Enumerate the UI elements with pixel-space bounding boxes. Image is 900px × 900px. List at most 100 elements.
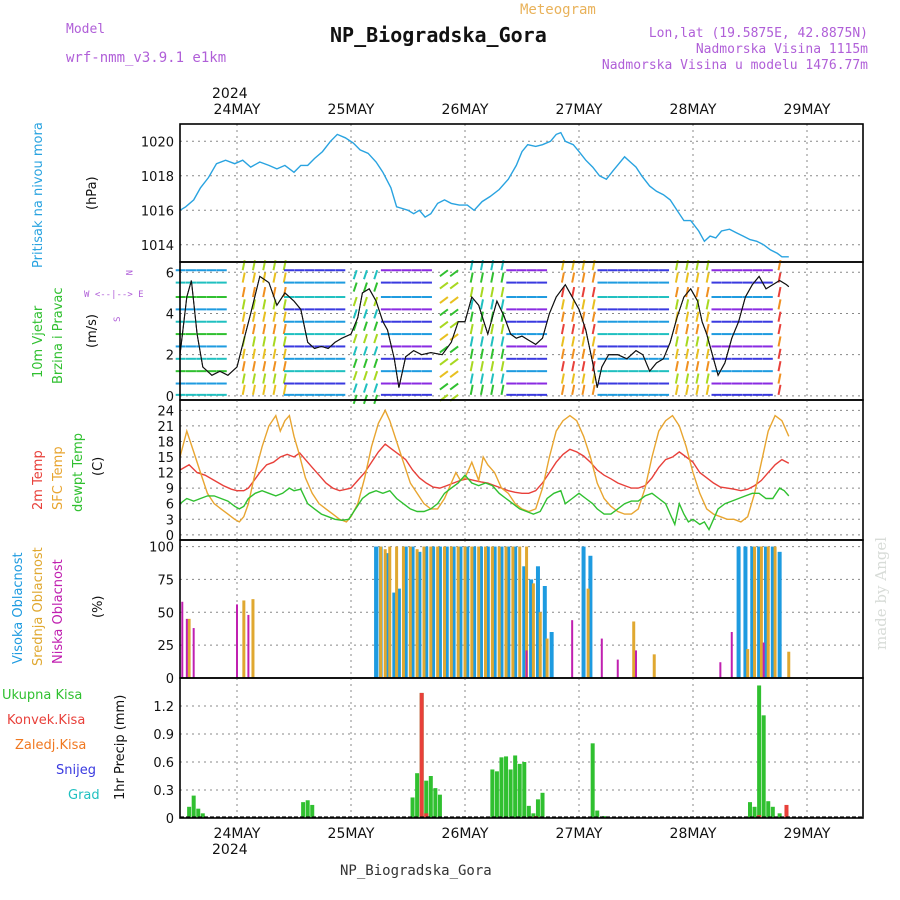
model-elevation-text: Nadmorska Visina u modelu 1476.77m xyxy=(602,58,868,73)
watermark: made by Angel xyxy=(872,537,890,650)
wind-arrow xyxy=(469,311,474,322)
year-label-top: 2024 xyxy=(212,86,248,102)
wind-arrow xyxy=(469,336,474,347)
bar-srednja-oblacnost xyxy=(504,546,508,678)
wind-arrow xyxy=(777,336,782,347)
wind-arrow xyxy=(262,286,267,298)
wind-arrow xyxy=(591,373,596,384)
wind-arrow xyxy=(373,309,379,319)
bar-srednja-oblacnost xyxy=(484,546,488,678)
wind-arrow xyxy=(571,348,576,360)
wind-arrow xyxy=(571,286,576,298)
bar-ukupna-kisa xyxy=(595,810,600,818)
wind-arrow xyxy=(352,296,358,307)
wind-arrow xyxy=(262,348,267,360)
wind-arrow xyxy=(500,299,505,310)
wind-arrow xyxy=(685,360,690,372)
wind-arrow xyxy=(241,299,246,310)
wind-arrow xyxy=(560,311,565,322)
bar-niska-oblacnost xyxy=(719,662,722,678)
wind-arrow xyxy=(352,269,358,280)
bar-visoka-oblacnost xyxy=(535,566,540,678)
pressure-unit: (hPa) xyxy=(85,176,100,210)
wind-arrow xyxy=(241,323,246,335)
cloud-axis-title-mid: Srednja Oblacnost xyxy=(31,547,46,666)
bar-niska-oblacnost xyxy=(247,614,250,678)
bar-srednja-oblacnost xyxy=(773,546,777,678)
legend-hail: Grad xyxy=(68,788,100,803)
wind-arrow xyxy=(777,360,782,372)
wind-arrow xyxy=(777,373,782,384)
wind-arrow xyxy=(500,336,505,347)
wind-arrow xyxy=(685,323,690,335)
x-tick-label-top: 27MAY xyxy=(556,102,603,118)
wind-arrow xyxy=(674,323,679,335)
compass-north: N xyxy=(123,270,133,275)
wind-arrow xyxy=(695,336,700,347)
cloud-axis-title-high: Visoka Oblacnost xyxy=(11,552,26,664)
wind-arrow xyxy=(571,384,576,396)
wind-arrow xyxy=(695,286,700,298)
y-tick-label: 1020 xyxy=(141,135,174,150)
bar-srednja-oblacnost xyxy=(652,654,656,678)
wind-arrow xyxy=(490,373,495,384)
wind-arrow xyxy=(282,360,287,372)
wind-arrow xyxy=(272,348,277,360)
temp-axis-title-dewpt: dewpt Temp xyxy=(71,433,86,512)
bar-srednja-oblacnost xyxy=(753,546,757,678)
wind-arrow xyxy=(262,299,267,310)
bar-srednja-oblacnost xyxy=(766,546,770,678)
y-tick-label: 18 xyxy=(157,435,174,450)
wind-arrow xyxy=(241,348,246,360)
wind-arrow xyxy=(439,320,449,329)
wind-arrow xyxy=(363,333,368,344)
y-tick-label: 1016 xyxy=(141,204,174,219)
wind-arrow xyxy=(479,272,484,283)
y-tick-label: 6 xyxy=(166,266,174,281)
bar-srednja-oblacnost xyxy=(187,618,191,678)
bar-visoka-oblacnost xyxy=(417,551,422,678)
wind-arrow xyxy=(363,358,368,369)
bar-visoka-oblacnost xyxy=(549,632,554,678)
wind-arrow xyxy=(469,384,474,396)
bar-konvek-kisa xyxy=(419,692,424,818)
bar-ukupna-kisa xyxy=(757,685,762,818)
wind-arrow xyxy=(581,286,586,298)
wind-arrow xyxy=(439,296,449,304)
bar-ukupna-kisa xyxy=(540,792,545,818)
bar-srednja-oblacnost xyxy=(401,546,405,678)
bar-visoka-oblacnost xyxy=(499,546,504,678)
wind-arrow xyxy=(705,272,710,283)
wind-arrow xyxy=(241,286,246,298)
bar-srednja-oblacnost xyxy=(449,546,453,678)
wind-arrow xyxy=(272,373,277,384)
wind-arrow xyxy=(674,348,679,360)
wind-arrow xyxy=(674,373,679,384)
wind-arrow xyxy=(469,299,474,310)
wind-arrow xyxy=(479,360,484,372)
bar-ukupna-kisa xyxy=(494,771,499,818)
wind-arrow xyxy=(695,311,700,322)
wind-arrow xyxy=(490,336,495,347)
plot-frame-pressure xyxy=(179,123,864,263)
wind-axis-title: 10m Vjetar xyxy=(31,305,46,378)
wind-arrow xyxy=(695,384,700,396)
x-tick-label-top: 25MAY xyxy=(328,102,375,118)
bar-srednja-oblacnost xyxy=(518,546,522,678)
bar-ukupna-kisa xyxy=(433,788,438,818)
wind-arrow xyxy=(363,309,368,319)
wind-arrow xyxy=(685,311,690,322)
bar-srednja-oblacnost xyxy=(525,546,529,678)
wind-arrow xyxy=(282,286,287,298)
wind-arrow xyxy=(241,373,246,384)
wind-arrow xyxy=(251,272,256,283)
wind-arrow xyxy=(500,360,505,372)
wind-arrow xyxy=(262,360,267,372)
compass-south: S xyxy=(113,317,123,322)
bar-srednja-oblacnost xyxy=(531,583,535,678)
bar-visoka-oblacnost xyxy=(444,546,449,678)
bar-visoka-oblacnost xyxy=(424,546,429,678)
bar-ukupna-kisa xyxy=(200,813,205,818)
y-tick-label: 0 xyxy=(166,529,174,544)
bar-visoka-oblacnost xyxy=(506,546,511,678)
